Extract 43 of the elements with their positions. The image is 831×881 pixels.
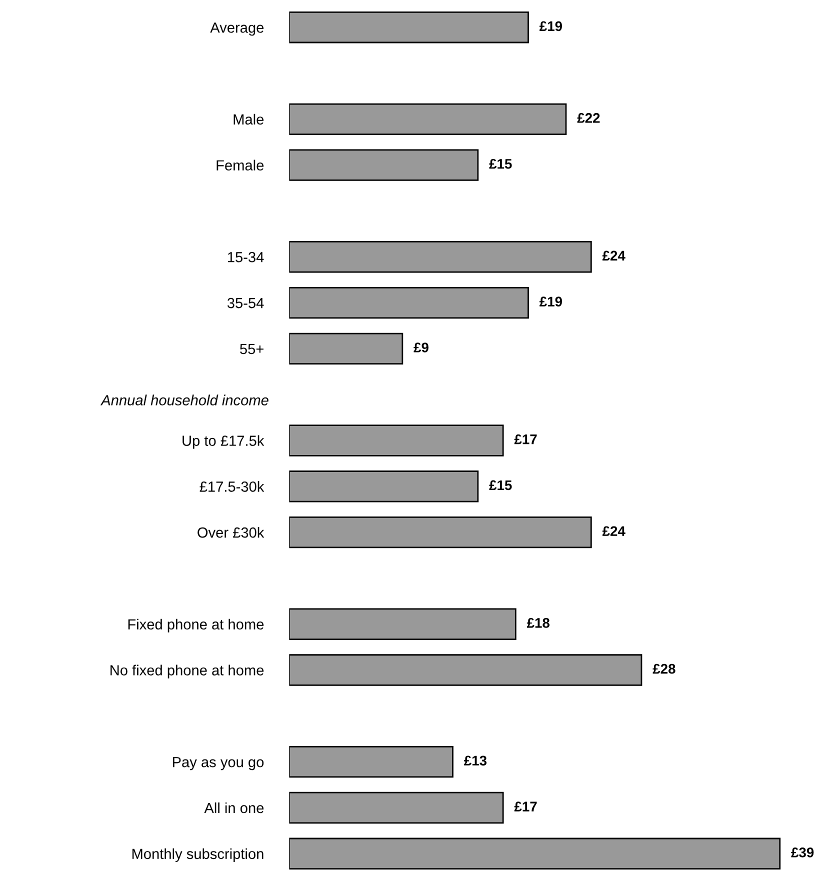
bar [289, 608, 516, 640]
data-label: £15 [489, 480, 512, 490]
data-label: £19 [539, 296, 562, 307]
y-tick-label: 35-54 [227, 298, 264, 308]
bar [289, 654, 642, 686]
y-tick-label: Pay as you go [172, 757, 264, 770]
y-tick-label: Fixed phone at home [128, 618, 264, 632]
data-label: £39 [791, 848, 814, 858]
bar [289, 470, 479, 502]
data-label: £22 [577, 113, 600, 123]
y-tick-label: 15-34 [228, 252, 264, 262]
y-tick-label: All in one [204, 802, 264, 814]
data-label: £19 [539, 21, 562, 32]
y-tick-label: Over £30k [198, 527, 264, 538]
bar [289, 746, 454, 778]
bar [289, 241, 592, 273]
text: Annual household income [100, 394, 268, 406]
bar [289, 838, 781, 870]
bar [289, 792, 504, 824]
data-label: £15 [489, 158, 512, 169]
bar [289, 516, 592, 548]
data-label: £24 [602, 250, 626, 260]
bar [289, 103, 567, 136]
y-tick-label: Up to £17.5k [182, 435, 264, 449]
y-tick-label: Average [210, 22, 264, 36]
y-tick-label: Male [234, 114, 264, 125]
bar [289, 12, 529, 44]
data-label: £9 [414, 342, 428, 352]
bar [289, 149, 479, 181]
y-tick-label: 55+ [240, 344, 264, 354]
y-tick-label: Female [216, 160, 264, 170]
data-label: £18 [526, 618, 550, 628]
bar [289, 332, 404, 365]
y-tick-label: Monthly subscription [132, 848, 264, 862]
y-tick-label: £17.5-30k [200, 481, 264, 492]
data-label: £13 [464, 756, 487, 766]
data-label: £28 [652, 664, 676, 674]
y-tick-label: No fixed phone at home [110, 664, 264, 678]
bar [289, 286, 529, 319]
data-label: £24 [602, 526, 626, 536]
data-label: £17 [514, 802, 537, 812]
data-label: £17 [514, 434, 537, 444]
bar [289, 424, 504, 456]
